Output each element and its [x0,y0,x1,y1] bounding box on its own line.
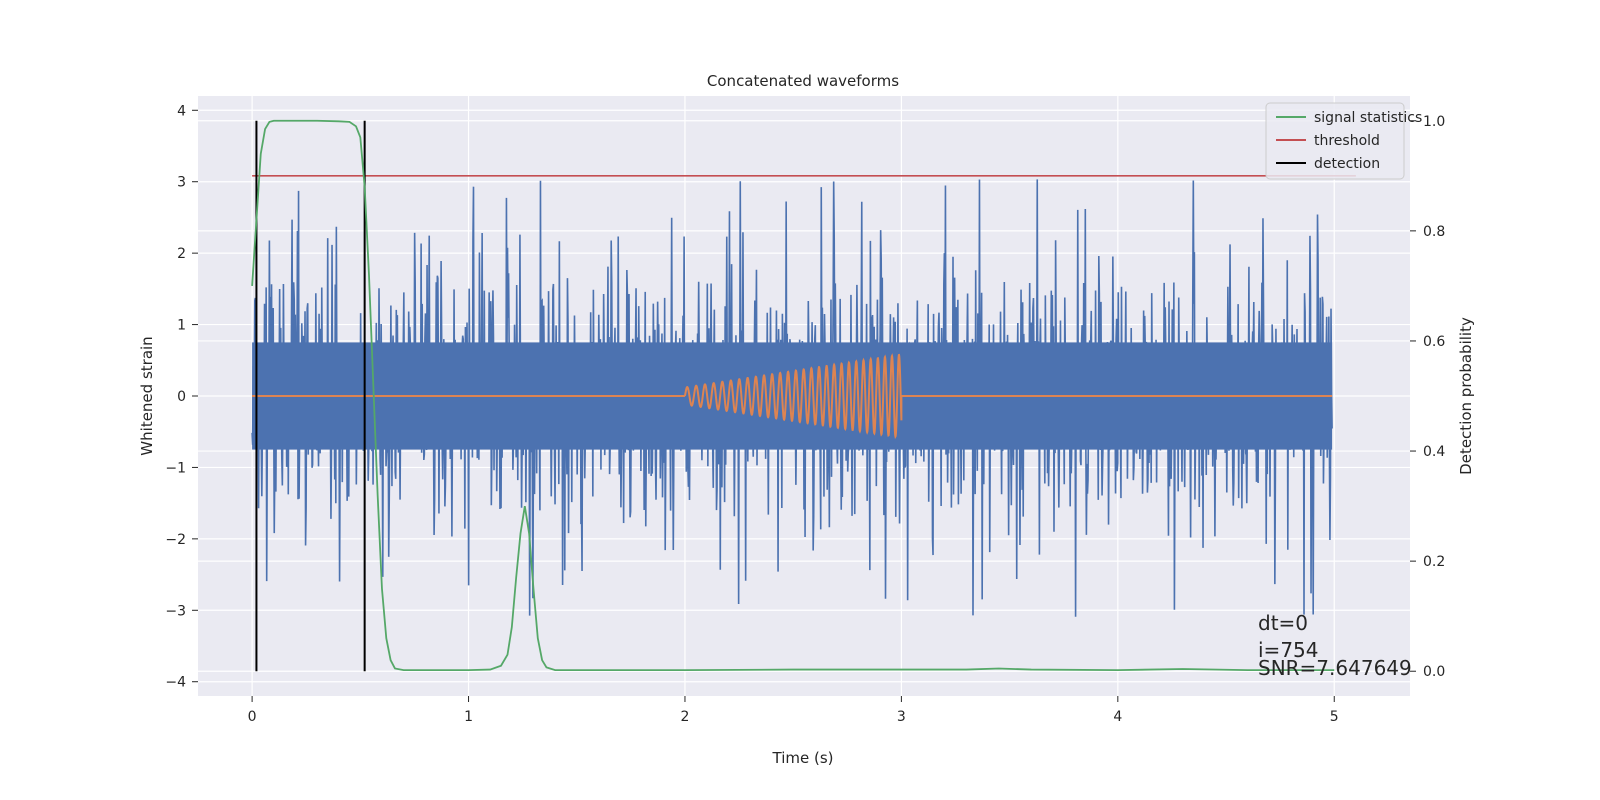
annotation-text: SNR=7.647649 [1258,656,1412,680]
y-tick-label-right: 0.4 [1423,444,1445,460]
legend-entry: threshold [1314,133,1380,149]
y-tick-label-left: −2 [165,532,186,548]
y-tick-label-left: 4 [177,103,186,119]
y-tick-label-left: −3 [165,603,186,619]
annotation-text: dt=0 [1258,611,1308,635]
y-tick-label-right: 0.2 [1423,554,1445,570]
y-tick-label-left: 3 [177,175,186,191]
y-tick-label-right: 1.0 [1423,114,1445,130]
legend: signal statistics threshold detection [1265,102,1422,180]
y-axis-label-right: Detection probability [1457,317,1475,475]
signal-statistics-series [251,119,1335,672]
signal-statistics-line [251,119,1335,672]
y-tick-label-right: 0.8 [1423,224,1445,240]
y-tick-label-right: 0.6 [1423,334,1445,350]
y-tick-label-left: −1 [165,460,186,476]
x-tick-label: 0 [248,709,257,725]
y-tick-label-left: 1 [177,318,186,334]
legend-box [1265,102,1405,180]
y-tick-label-left: 2 [177,246,186,262]
chart-title: Concatenated waveforms [707,72,899,90]
annotation-text: i=754 [1258,638,1319,662]
legend-entry: detection [1314,156,1380,172]
injection-line [252,353,1333,440]
injection-series [252,353,1333,440]
y-tick-label-right: 0.0 [1423,664,1445,680]
y-tick-label-left: 0 [177,389,186,405]
axes: 0 1 2 3 4 5 4 3 2 1 0 −1 −2 −3 −4 1.0 0.8 0.6 0.4 0.2 0.0 [165,103,1445,725]
x-tick-label: 2 [681,709,690,725]
y-tick-label-left: −4 [165,675,186,691]
x-tick-label: 1 [464,709,473,725]
legend-entry: signal statistics [1314,110,1422,126]
x-tick-label: 3 [897,709,906,725]
x-tick-label: 5 [1330,709,1339,725]
x-axis-label: Time (s) [772,749,834,767]
y-axis-label-left: Whitened strain [138,336,156,455]
x-tick-label: 4 [1113,709,1122,725]
